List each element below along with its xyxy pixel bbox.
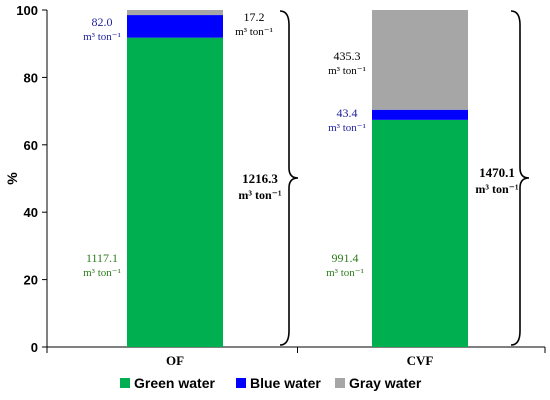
annotation-unit: m³ ton⁻¹ (238, 188, 282, 202)
brace (279, 10, 299, 346)
annotation-of-gray: 17.2 m³ ton⁻¹ (235, 10, 273, 38)
bar-of-blue-water (127, 15, 223, 38)
y-tick-label: 0 (31, 340, 38, 355)
y-tick-label: 80 (24, 70, 38, 85)
legend-item: Green water (120, 375, 215, 391)
y-tick-label: 20 (24, 273, 38, 288)
y-tick-label: 60 (24, 138, 38, 153)
legend-item: Blue water (236, 375, 321, 391)
legend-swatch (236, 378, 246, 388)
legend-label: Blue water (250, 375, 321, 391)
bars (127, 10, 468, 347)
brace (510, 10, 530, 346)
annotation-unit: m³ ton⁻¹ (83, 267, 121, 279)
annotation-unit: m³ ton⁻¹ (328, 122, 366, 134)
annotation-of-total: 1216.3 m³ ton⁻¹ (238, 171, 282, 202)
y-axis-label: % (4, 172, 20, 185)
legend: Green water Blue water Gray water (120, 375, 422, 391)
legend-label: Gray water (349, 375, 422, 391)
bar-of-gray-water (127, 10, 223, 16)
annotation-of-green: 1117.1 m³ ton⁻¹ (83, 251, 121, 279)
annotation-unit: m³ ton⁻¹ (83, 31, 121, 43)
y-tick-label: 100 (16, 3, 38, 18)
bar-cvf-blue-water (372, 109, 468, 120)
x-category-label: OF (166, 353, 184, 368)
annotation-value: 17.2 (244, 10, 265, 24)
legend-swatch (120, 378, 130, 388)
annotation-value: 1470.1 (479, 165, 515, 180)
annotation-value: 435.3 (334, 49, 361, 63)
annotation-value: 1117.1 (86, 251, 118, 265)
legend-item: Gray water (335, 375, 422, 391)
annotation-value: 1216.3 (242, 171, 278, 186)
annotation-cvf-total: 1470.1 m³ ton⁻¹ (475, 165, 519, 196)
annotation-value: 991.4 (332, 251, 359, 265)
total-braces (279, 10, 530, 346)
annotation-cvf-gray: 435.3 m³ ton⁻¹ (328, 49, 366, 77)
annotation-of-blue: 82.0 m³ ton⁻¹ (83, 15, 121, 43)
x-category-labels: OF CVF (166, 353, 433, 368)
annotation-unit: m³ ton⁻¹ (475, 182, 519, 196)
annotation-cvf-green: 991.4 m³ ton⁻¹ (326, 251, 364, 279)
legend-swatch (335, 378, 345, 388)
y-ticks: 0 20 40 60 80 100 (16, 3, 546, 355)
bar-cvf-green-water (372, 119, 468, 347)
y-tick-label: 40 (24, 205, 38, 220)
annotation-unit: m³ ton⁻¹ (326, 267, 364, 279)
legend-label: Green water (134, 375, 215, 391)
annotation-value: 82.0 (92, 15, 113, 29)
bar-of-green-water (127, 37, 223, 347)
annotation-unit: m³ ton⁻¹ (328, 65, 366, 77)
bar-cvf-gray-water (372, 10, 468, 110)
annotation-unit: m³ ton⁻¹ (235, 26, 273, 38)
x-category-label: CVF (407, 353, 434, 368)
annotation-value: 43.4 (337, 106, 358, 120)
annotation-cvf-blue: 43.4 m³ ton⁻¹ (328, 106, 366, 134)
